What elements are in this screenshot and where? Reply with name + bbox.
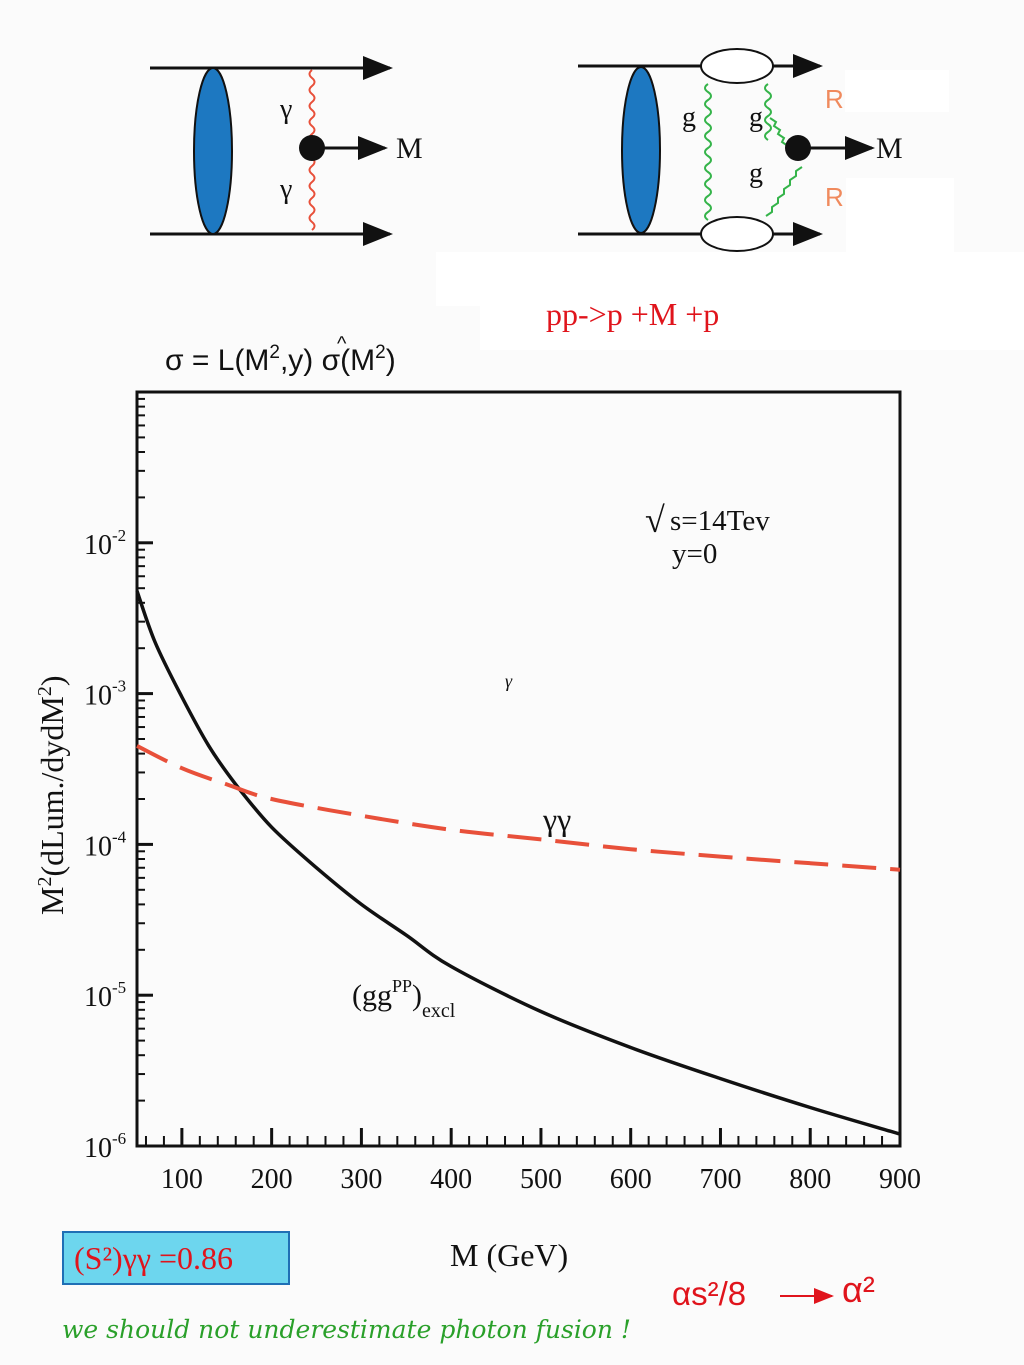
gg-label-main: (gg: [352, 979, 392, 1012]
y-tick-label: 10-4: [84, 827, 127, 862]
y-label-main: M: [34, 887, 70, 915]
footnote: we should not underestimate photon fusio…: [62, 1315, 631, 1344]
x-tick-label: 400: [430, 1164, 472, 1195]
gluon-label-left: g: [682, 102, 696, 133]
y-tick-label: 10-3: [84, 677, 126, 712]
minor-ticks: [137, 397, 884, 1146]
formula-mid: ,y): [280, 344, 322, 377]
proton-blob: [621, 66, 661, 234]
formula-sigma-hat: σ: [322, 344, 341, 377]
gg-label-close: ): [412, 979, 422, 1012]
gluon-line-right-diag-top: [769, 117, 789, 147]
formula-sup: 2: [269, 342, 280, 363]
product-label: M: [396, 132, 423, 165]
mark-top: R: [825, 84, 844, 114]
gg-label-sub: excl: [422, 1000, 456, 1022]
sqrt-sign: √: [645, 500, 665, 540]
rapidity-label: y=0: [672, 538, 717, 570]
gamma-label-top: γ: [279, 94, 292, 125]
photon-fusion-diagram: γ γ M: [150, 56, 423, 246]
photon-line-bottom: [308, 149, 316, 231]
y-axis-label: M2(dLum./dydM2): [34, 675, 70, 915]
x-tick-label: 500: [520, 1164, 562, 1195]
process-label: pp->p +M +p: [546, 296, 719, 332]
gluon-line-right-top: [764, 83, 772, 141]
x-tick-label: 300: [340, 1164, 382, 1195]
y-label-rest: (dLum./dydM: [34, 696, 70, 876]
x-axis-label: M (GeV): [450, 1237, 568, 1273]
plot-frame: [135, 390, 902, 1148]
cover-box: [846, 178, 954, 252]
energy-label: s=14Tev: [670, 505, 770, 537]
x-tick-label: 700: [699, 1164, 741, 1195]
y-tick-label: 10-5: [84, 978, 126, 1013]
cross-section-formula: σ = L(M2,y) σ(M2): [165, 342, 396, 377]
coupling-from: αs²/8: [672, 1275, 746, 1312]
formula-paren-close: ): [386, 344, 396, 377]
mark-bottom: R: [825, 182, 844, 212]
gluon-fusion-diagram: g g g M R R: [578, 48, 903, 252]
formula-paren-open: (M: [340, 344, 375, 377]
cover-box: [480, 300, 1024, 350]
outgoing-proton-top: [700, 48, 774, 84]
gluon-series-label: (ggPP)excl: [352, 976, 456, 1022]
gg-label-sup: PP: [392, 976, 412, 996]
y-label-sup: 2: [34, 686, 56, 696]
coupling-to: α²: [842, 1269, 875, 1310]
y-tick-label: 10-6: [84, 1129, 126, 1164]
x-tick-label: 800: [789, 1164, 831, 1195]
x-axis: 100 200 300 400 500 600 700 800 900: [161, 1128, 921, 1195]
y-label-sup: 2: [34, 877, 56, 887]
proton-blob: [193, 67, 233, 235]
series-layer: [135, 590, 901, 1136]
gamma-label-bottom: γ: [279, 174, 292, 205]
y-label-close: ): [34, 675, 70, 686]
cover-box: [845, 70, 949, 112]
gluon-fusion-curve: [135, 590, 901, 1136]
photon-fusion-curve: [136, 744, 901, 872]
gluon-label-right-bottom: g: [749, 158, 763, 189]
outgoing-proton-bottom: [700, 216, 774, 252]
gluon-line-right-bottom: [765, 166, 803, 217]
photon-series-label: γγ: [542, 801, 571, 837]
stray-gamma: γ: [505, 671, 513, 691]
hat-accent: ^: [337, 333, 347, 355]
y-axis: 10-2 10-3 10-4 10-5 10-6: [84, 526, 153, 1164]
gluon-line-left: [704, 83, 712, 221]
x-tick-label: 900: [879, 1164, 921, 1195]
survival-factor-box: (S²)γγ =0.86: [62, 1231, 290, 1285]
formula-sup: 2: [375, 342, 386, 363]
luminosity-chart: 10-2 10-3 10-4 10-5 10-6 100 200 300 400 500 600 7…: [34, 390, 921, 1273]
cover-box: [436, 252, 1024, 306]
product-label: M: [876, 132, 903, 165]
x-tick-label: 100: [161, 1164, 203, 1195]
x-tick-label: 200: [251, 1164, 293, 1195]
x-tick-label: 600: [610, 1164, 652, 1195]
gluon-label-right-top: g: [749, 102, 763, 133]
y-tick-label: 10-2: [84, 526, 126, 561]
formula-prefix: σ = L(M: [165, 344, 269, 377]
